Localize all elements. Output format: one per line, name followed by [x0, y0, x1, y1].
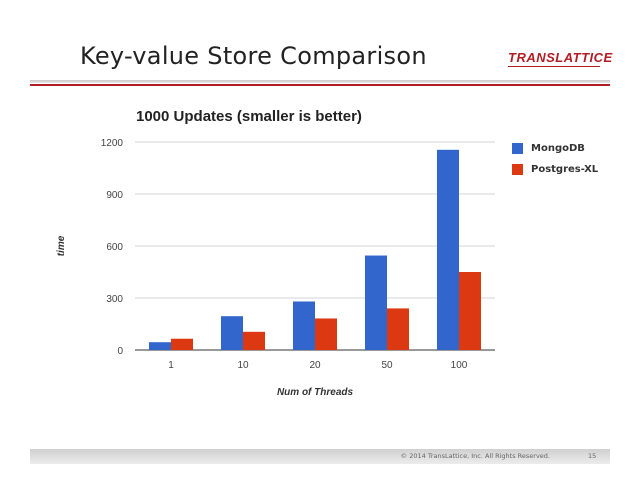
footer-bar	[30, 449, 610, 464]
bar-mongodb	[365, 255, 387, 350]
bar-mongodb	[221, 316, 243, 350]
y-tick-label: 1200	[101, 138, 124, 149]
slide-title: Key-value Store Comparison	[80, 42, 427, 70]
chart-legend: MongoDB Postgres-XL	[512, 139, 598, 181]
page-number: 15	[588, 452, 597, 460]
x-tick-label: 10	[237, 360, 249, 371]
translattice-logo: TRANSLATTICE	[508, 48, 612, 70]
y-axis-label: time	[56, 235, 67, 256]
bar-postgres-xl	[171, 338, 193, 350]
header-divider	[30, 80, 610, 83]
bar-postgres-xl	[315, 318, 337, 350]
x-tick-label: 50	[381, 360, 393, 371]
legend-label-postgres-xl: Postgres-XL	[531, 163, 599, 175]
x-tick-label: 1	[168, 360, 174, 371]
header-accent-line	[30, 84, 610, 86]
bar-mongodb	[293, 301, 315, 350]
x-tick-label: 20	[309, 360, 321, 371]
legend-label-mongodb: MongoDB	[531, 142, 585, 154]
y-tick-label: 900	[106, 190, 123, 201]
logo-text: TRANSLATTICE	[508, 50, 613, 65]
legend-item-mongodb: MongoDB	[512, 139, 598, 157]
legend-swatch-mongodb	[512, 142, 523, 154]
logo-underline	[508, 66, 600, 67]
bar-postgres-xl	[387, 308, 409, 350]
chart-title: 1000 Updates (smaller is better)	[136, 108, 362, 125]
x-tick-label: 100	[451, 360, 468, 371]
bar-postgres-xl	[243, 331, 265, 350]
bar-postgres-xl	[459, 272, 481, 350]
bar-mongodb	[149, 342, 171, 350]
y-tick-label: 300	[106, 294, 123, 305]
legend-swatch-postgres-xl	[512, 163, 523, 175]
bar-mongodb	[437, 149, 459, 350]
legend-item-postgres-xl: Postgres-XL	[512, 160, 598, 178]
x-axis-label: Num of Threads	[277, 387, 354, 398]
copyright-text: © 2014 TransLattice, Inc. All Rights Res…	[400, 452, 550, 460]
y-tick-label: 0	[117, 346, 123, 357]
y-tick-label: 600	[106, 242, 123, 253]
